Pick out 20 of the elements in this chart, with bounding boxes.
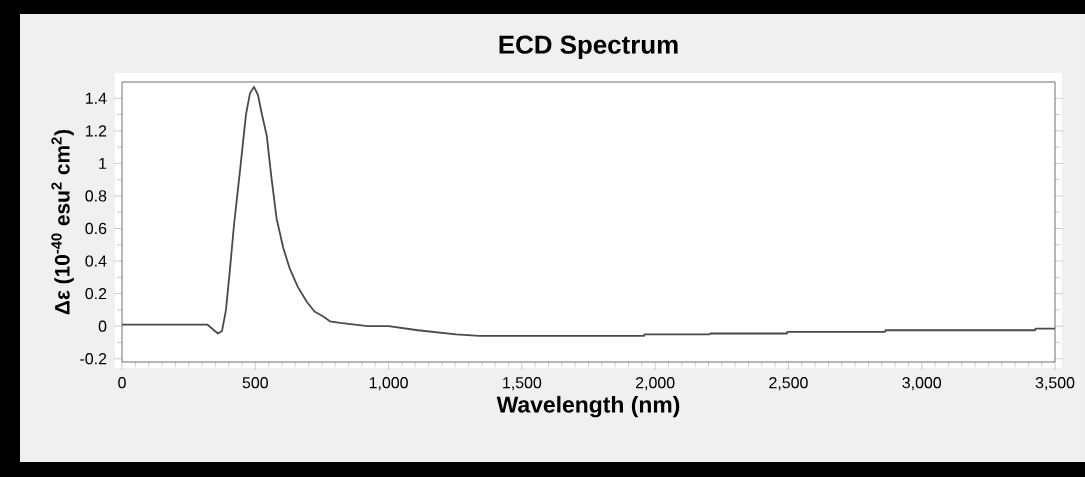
chart-title: ECD Spectrum <box>499 35 678 59</box>
x-tick-label: 2,500 <box>769 377 808 391</box>
y-tick-label: 0.8 <box>85 190 107 202</box>
y-tick-label: 0.6 <box>85 222 107 235</box>
x-tick-label: 2,000 <box>636 377 675 391</box>
x-tick-label: 0 <box>118 377 126 389</box>
x-tick-label: 3,000 <box>902 377 942 391</box>
x-tick-label: 1,500 <box>503 377 542 391</box>
y-tick-label: 1.2 <box>86 125 107 137</box>
x-axis-title: Wavelength (nm) <box>496 395 680 418</box>
x-tick-label: 3,500 <box>1035 377 1075 391</box>
y-axis-title: Δε (10$^{-40}$ esu$^{2}$ cm$^{2}$) <box>51 129 74 315</box>
y-tick-label: 0 <box>98 320 107 332</box>
y-tick-label: 0.4 <box>85 255 107 267</box>
y-tick-label: 0.2 <box>85 287 107 300</box>
y-tick-label: -0.2 <box>80 353 107 365</box>
y-tick-label: 1 <box>99 157 107 169</box>
y-tick-label: 1.4 <box>86 92 107 104</box>
x-tick-label: 500 <box>242 377 268 389</box>
x-tick-label: 1,000 <box>369 377 408 391</box>
